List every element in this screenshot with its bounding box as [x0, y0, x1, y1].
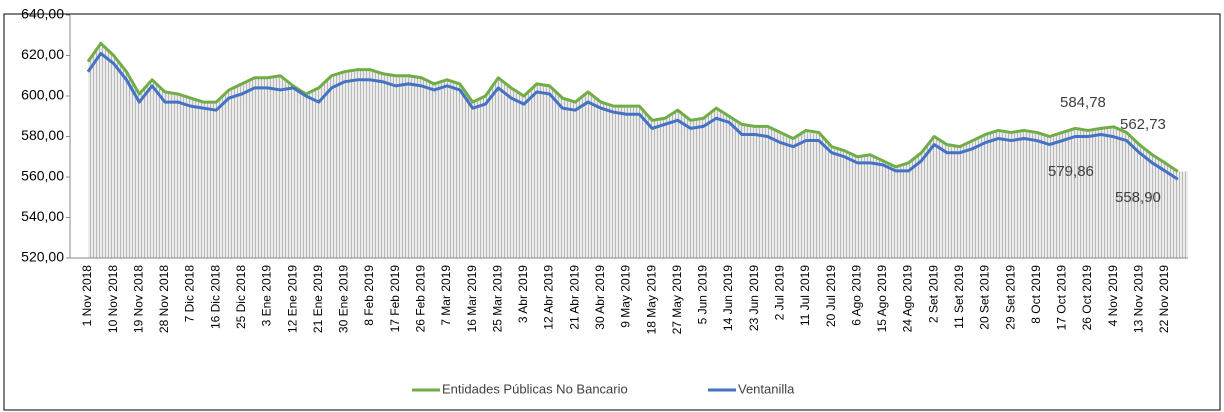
y-tick-label: 600,00 [21, 87, 64, 103]
x-tick-label: 25 Dic 2018 [234, 265, 248, 329]
x-tick-label: 3 Ene 2019 [260, 265, 274, 327]
x-tick-label: 30 Ene 2019 [337, 265, 351, 333]
x-tick-label: 19 Nov 2018 [131, 265, 145, 333]
x-tick-label: 1 Nov 2018 [80, 265, 94, 327]
x-tick-label: 5 Jun 2019 [696, 265, 710, 325]
x-tick-label: 17 Feb 2019 [388, 265, 402, 333]
x-tick-label: 2 Jul 2019 [773, 265, 787, 321]
annotation: 562,73 [1120, 116, 1166, 133]
x-tick-label: 20 Set 2019 [978, 265, 992, 330]
x-tick-label: 20 Jul 2019 [824, 265, 838, 327]
x-tick-label: 6 Ago 2019 [849, 265, 863, 326]
x-tick-label: 12 Ene 2019 [285, 265, 299, 333]
annotation: 584,78 [1060, 94, 1106, 111]
x-tick-label: 26 Feb 2019 [414, 265, 428, 333]
y-tick-label: 620,00 [21, 46, 64, 62]
x-tick-label: 16 Mar 2019 [465, 265, 479, 333]
x-tick-label: 11 Jul 2019 [798, 265, 812, 326]
y-tick-label: 560,00 [21, 168, 64, 184]
area [88, 43, 1188, 258]
x-tick-label: 7 Mar 2019 [439, 265, 453, 326]
x-tick-label: 22 Nov 2019 [1157, 265, 1171, 333]
x-tick-label: 21 Ene 2019 [311, 265, 325, 333]
x-tick-label: 27 May 2019 [670, 265, 684, 335]
x-tick-label: 24 Ago 2019 [901, 265, 915, 333]
y-tick-label: 540,00 [21, 208, 64, 224]
x-tick-label: 29 Set 2019 [1003, 265, 1017, 330]
x-tick-label: 13 Nov 2019 [1132, 265, 1146, 333]
x-tick-label: 17 Oct 2019 [1055, 265, 1069, 331]
x-tick-label: 11 Set 2019 [952, 265, 966, 329]
x-tick-label: 26 Oct 2019 [1080, 265, 1094, 331]
chart-border [3, 13, 1221, 411]
x-tick-label: 8 Oct 2019 [1029, 265, 1043, 324]
annotation: 579,86 [1048, 163, 1094, 180]
x-tick-label: 21 Abr 2019 [567, 265, 581, 330]
x-tick-label: 30 Abr 2019 [593, 265, 607, 330]
x-tick-label: 16 Dic 2018 [208, 265, 222, 329]
x-tick-label: 15 Ago 2019 [875, 265, 889, 333]
x-tick-label: 9 May 2019 [619, 265, 633, 328]
legend-label: Entidades Públicas No Bancario [442, 381, 628, 396]
y-tick-label: 640,00 [21, 6, 64, 22]
x-tick-label: 18 May 2019 [644, 265, 658, 335]
x-tick-label: 28 Nov 2018 [157, 265, 171, 333]
x-tick-label: 14 Jun 2019 [721, 265, 735, 331]
line [86, 51, 1179, 181]
x-tick-label: 12 Abr 2019 [542, 265, 556, 330]
x-tick-label: 3 Abr 2019 [516, 265, 530, 323]
x-tick-label: 2 Set 2019 [926, 265, 940, 323]
legend-label: Ventanilla [738, 381, 795, 396]
x-tick-label: 7 Dic 2018 [183, 265, 197, 323]
x-tick-label: 10 Nov 2018 [106, 265, 120, 333]
annotation: 558,90 [1115, 189, 1161, 206]
y-tick-label: 520,00 [21, 249, 64, 265]
x-tick-label: 4 Nov 2019 [1106, 265, 1120, 327]
x-tick-label: 8 Feb 2019 [362, 265, 376, 326]
line [86, 41, 1179, 173]
y-tick-label: 580,00 [21, 127, 64, 143]
x-tick-label: 25 Mar 2019 [490, 265, 504, 333]
x-tick-label: 23 Jun 2019 [747, 265, 761, 331]
